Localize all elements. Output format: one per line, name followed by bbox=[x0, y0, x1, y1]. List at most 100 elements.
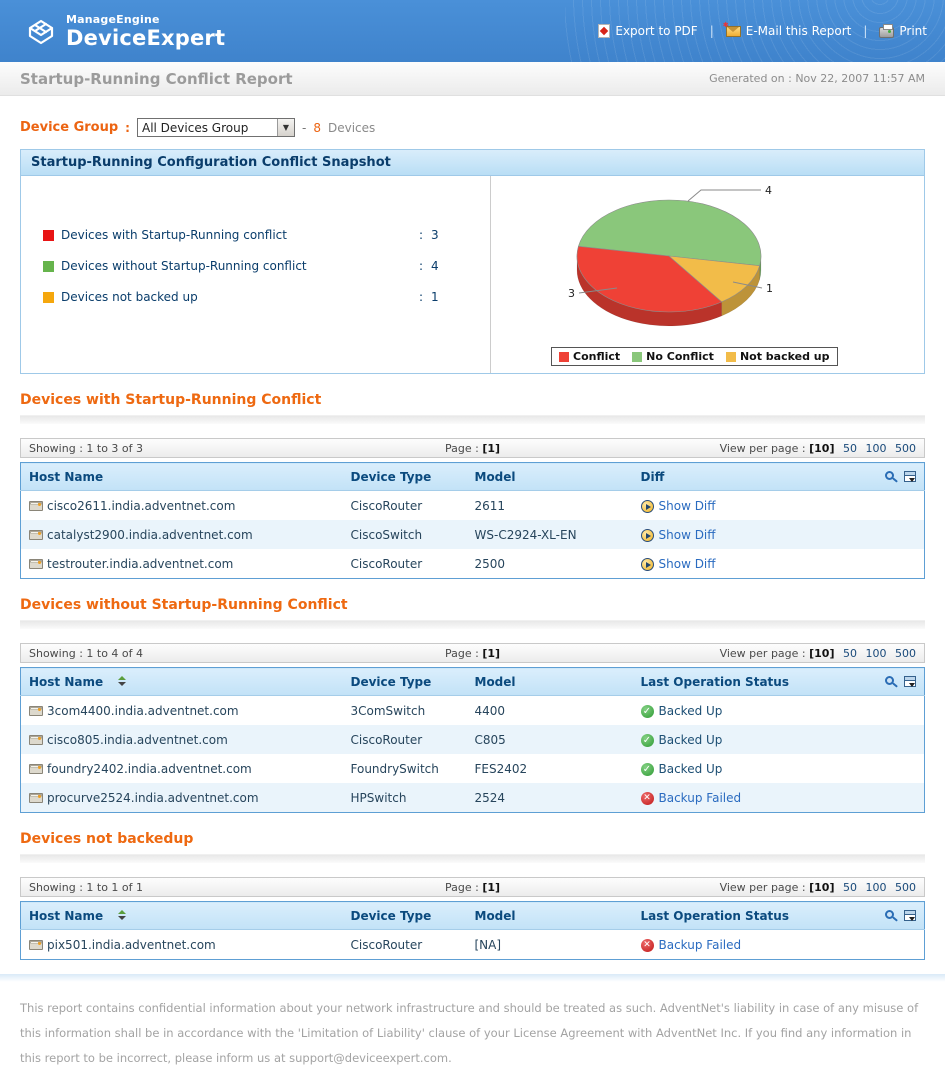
pagination-bar: Showing : 1 to 4 of 4 Page : [1] View pe… bbox=[20, 643, 925, 663]
show-diff-icon[interactable] bbox=[640, 528, 654, 542]
header-actions: Export to PDF | E-Mail this Report | Pri… bbox=[598, 21, 927, 39]
status-label: Backed Up bbox=[658, 761, 723, 776]
legend-label: No Conflict bbox=[646, 350, 714, 363]
per-page-option-50[interactable]: 50 bbox=[843, 441, 857, 455]
device-type: HPSwitch bbox=[350, 790, 407, 805]
pagination-bar: Showing : 1 to 1 of 1 Page : [1] View pe… bbox=[20, 877, 925, 897]
per-page-option-100[interactable]: 100 bbox=[865, 880, 887, 894]
device-type: 3ComSwitch bbox=[350, 703, 426, 718]
show-diff-icon[interactable] bbox=[640, 557, 654, 571]
search-icon[interactable] bbox=[884, 470, 894, 480]
search-icon[interactable] bbox=[884, 675, 894, 685]
device-type: CiscoRouter bbox=[350, 556, 423, 571]
green-swatch-icon bbox=[43, 260, 54, 272]
ok-icon bbox=[640, 704, 654, 718]
legend-colon: : bbox=[418, 259, 424, 273]
table-row: procurve2524.india.adventnet.com HPSwitch… bbox=[20, 783, 925, 813]
legend-swatch-icon bbox=[632, 351, 643, 362]
legend-value: 4 bbox=[431, 259, 439, 273]
view-per-page-label: View per page : bbox=[719, 880, 806, 894]
device-group-select[interactable]: All Devices Group ▼ bbox=[136, 118, 295, 137]
legend-swatch-icon bbox=[725, 351, 736, 362]
show-diff-icon[interactable] bbox=[640, 499, 654, 513]
app-header: ManageEngine DeviceExpert Export to PDF … bbox=[0, 0, 945, 62]
device-icon bbox=[29, 792, 43, 803]
per-page-option-500[interactable]: 500 bbox=[895, 646, 916, 660]
conflict-devices-table: Host Name Device Type Model Diff cisco26… bbox=[20, 462, 925, 579]
legend-item-no-conflict: Devices without Startup-Running conflict… bbox=[43, 259, 490, 273]
pie-legend-item: Conflict bbox=[559, 350, 620, 363]
divider bbox=[20, 854, 925, 863]
table-row: cisco2611.india.adventnet.com CiscoRouter… bbox=[21, 491, 925, 521]
column-chooser-icon[interactable] bbox=[903, 675, 916, 687]
per-page-option-100[interactable]: 100 bbox=[865, 441, 887, 455]
pie-chart-legend: Conflict No Conflict Not backed up bbox=[551, 347, 838, 366]
column-header-device-type[interactable]: Device Type bbox=[342, 667, 467, 696]
fail-icon[interactable] bbox=[640, 938, 654, 952]
model: 2524 bbox=[474, 790, 506, 805]
section-heading-no-conflict: Devices without Startup-Running Conflict bbox=[20, 597, 348, 613]
status-label[interactable]: Backup Failed bbox=[658, 937, 742, 952]
device-icon bbox=[29, 939, 43, 950]
separator: | bbox=[863, 24, 868, 38]
sort-icon[interactable] bbox=[117, 909, 127, 921]
separator: | bbox=[709, 24, 714, 38]
print-button[interactable]: Print bbox=[879, 24, 927, 38]
column-chooser-icon[interactable] bbox=[903, 470, 916, 482]
pie-chart: 3 4 1 bbox=[568, 184, 773, 327]
per-page-option-50[interactable]: 50 bbox=[843, 646, 857, 660]
fail-icon[interactable] bbox=[640, 791, 654, 805]
title-bar: Startup-Running Conflict Report Generate… bbox=[0, 62, 945, 96]
email-report-label: E-Mail this Report bbox=[745, 24, 852, 38]
snapshot-legend: Devices with Startup-Running conflict : … bbox=[21, 176, 491, 373]
column-header-host-name[interactable]: Host Name bbox=[20, 667, 343, 696]
column-header-device-type[interactable]: Device Type bbox=[342, 462, 467, 491]
column-header-host-name[interactable]: Host Name bbox=[20, 901, 343, 930]
per-page-option-500[interactable]: 500 bbox=[895, 441, 916, 455]
column-header-status[interactable]: Last Operation Status bbox=[632, 901, 877, 930]
not-backedup-devices-table: Host Name Device Type Model Last Operati… bbox=[20, 901, 925, 960]
print-icon bbox=[879, 24, 895, 38]
legend-label: Conflict bbox=[573, 350, 621, 363]
device-count-suffix: Devices bbox=[327, 120, 376, 135]
ok-icon bbox=[640, 733, 654, 747]
brand-manageengine: ManageEngine bbox=[66, 12, 160, 26]
device-icon bbox=[29, 734, 43, 745]
per-page-option-100[interactable]: 100 bbox=[865, 646, 887, 660]
current-page: [1] bbox=[482, 646, 501, 660]
host-name: pix501.india.adventnet.com bbox=[47, 937, 216, 952]
column-header-status[interactable]: Last Operation Status bbox=[632, 667, 877, 696]
pie-value-label: 4 bbox=[765, 184, 772, 197]
dash: - bbox=[301, 120, 307, 135]
device-count: 8 bbox=[313, 120, 321, 135]
column-header-model[interactable]: Model bbox=[466, 462, 633, 491]
column-header-model[interactable]: Model bbox=[466, 901, 633, 930]
chevron-down-icon[interactable]: ▼ bbox=[276, 119, 294, 136]
column-chooser-icon[interactable] bbox=[903, 909, 916, 921]
brand-deviceexpert: DeviceExpert bbox=[66, 25, 226, 50]
table-row: 3com4400.india.adventnet.com 3ComSwitch 44… bbox=[21, 696, 925, 726]
legend-colon: : bbox=[418, 228, 424, 242]
search-icon[interactable] bbox=[884, 909, 894, 919]
export-pdf-button[interactable]: Export to PDF bbox=[598, 24, 698, 38]
view-per-page-current: [10] bbox=[809, 880, 835, 894]
sort-icon[interactable] bbox=[117, 675, 127, 687]
host-name: foundry2402.india.adventnet.com bbox=[47, 761, 252, 776]
host-name: procurve2524.india.adventnet.com bbox=[47, 790, 259, 805]
email-icon bbox=[723, 21, 741, 37]
device-type: CiscoSwitch bbox=[350, 527, 423, 542]
status-label[interactable]: Show Diff bbox=[658, 498, 716, 513]
column-header-host-name[interactable]: Host Name bbox=[20, 462, 343, 491]
email-report-button[interactable]: E-Mail this Report bbox=[723, 21, 852, 39]
per-page-option-500[interactable]: 500 bbox=[895, 880, 916, 894]
device-group-selected-value: All Devices Group bbox=[141, 120, 249, 135]
status-label[interactable]: Show Diff bbox=[658, 556, 716, 571]
legend-swatch-icon bbox=[559, 351, 569, 362]
column-header-diff[interactable]: Diff bbox=[632, 462, 877, 491]
status-label[interactable]: Show Diff bbox=[658, 527, 716, 542]
per-page-option-50[interactable]: 50 bbox=[843, 880, 857, 894]
status-label[interactable]: Backup Failed bbox=[658, 790, 742, 805]
column-header-model[interactable]: Model bbox=[466, 667, 633, 696]
device-group-label: Device Group bbox=[20, 120, 119, 135]
column-header-device-type[interactable]: Device Type bbox=[342, 901, 467, 930]
